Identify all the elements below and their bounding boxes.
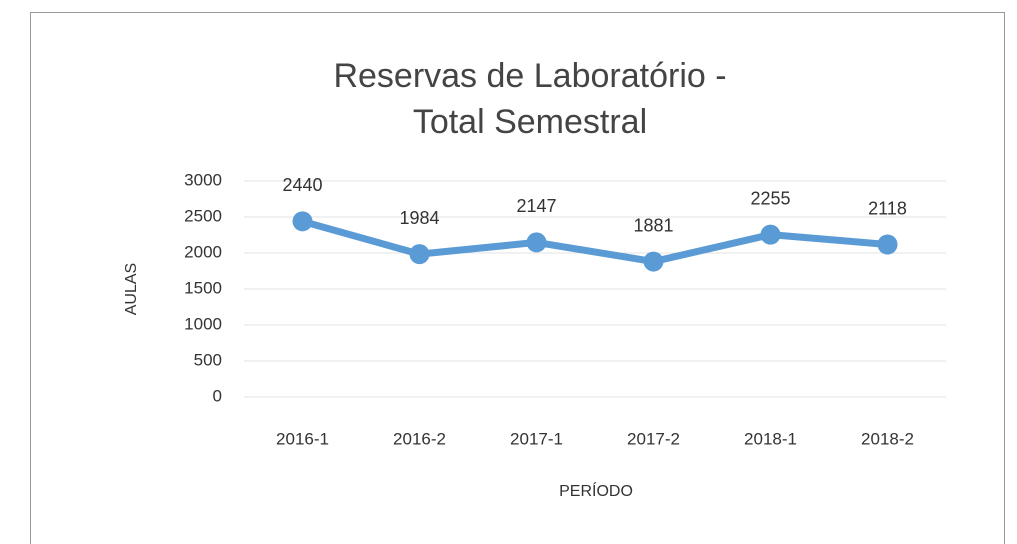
y-tick-label: 3000 bbox=[184, 170, 222, 189]
y-tick-label: 2000 bbox=[184, 242, 222, 261]
point bbox=[526, 232, 547, 253]
x-tick-label: 2016-2 bbox=[393, 429, 446, 448]
data-label: 1984 bbox=[399, 208, 439, 228]
y-tick-label: 0 bbox=[213, 386, 222, 405]
y-tick-label: 1000 bbox=[184, 314, 222, 333]
x-tick-label: 2016-1 bbox=[276, 429, 329, 448]
chart-title: Total Semestral bbox=[413, 103, 647, 141]
chart-frame bbox=[30, 12, 1005, 544]
data-label: 2147 bbox=[516, 196, 556, 216]
point bbox=[877, 234, 898, 255]
data-label: 2118 bbox=[868, 198, 907, 218]
y-tick-label: 500 bbox=[194, 350, 222, 369]
x-tick-label: 2017-2 bbox=[627, 429, 680, 448]
y-axis-label: AULAS bbox=[123, 263, 140, 315]
x-tick-label: 2018-1 bbox=[744, 429, 797, 448]
x-axis-label: PERÍODO bbox=[559, 481, 633, 500]
x-tick-label: 2018-2 bbox=[861, 429, 914, 448]
series-line bbox=[301, 217, 888, 266]
y-tick-label: 2500 bbox=[184, 206, 222, 225]
chart-title: Reservas de Laboratório - bbox=[333, 57, 726, 95]
data-label: 2255 bbox=[750, 188, 790, 208]
data-label: 2440 bbox=[282, 175, 322, 195]
point bbox=[643, 251, 664, 272]
x-tick-label: 2017-1 bbox=[510, 429, 563, 448]
point bbox=[292, 211, 313, 232]
y-tick-label: 1500 bbox=[184, 278, 222, 297]
point bbox=[409, 244, 430, 265]
point bbox=[760, 224, 781, 245]
data-label: 1881 bbox=[633, 215, 673, 235]
